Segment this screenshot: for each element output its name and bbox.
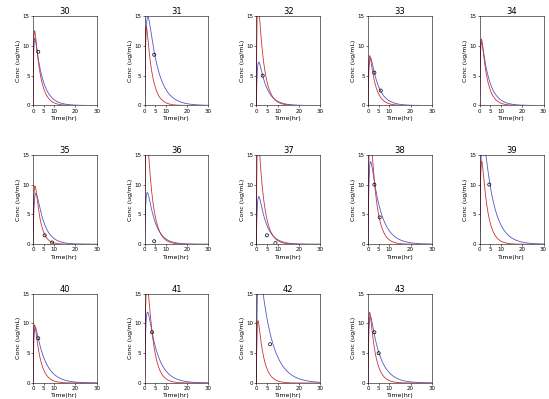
Y-axis label: Conc (ug/mL): Conc (ug/mL)	[128, 40, 133, 82]
Point	[266, 341, 274, 348]
X-axis label: Time(hr): Time(hr)	[275, 255, 301, 259]
X-axis label: Time(hr): Time(hr)	[386, 255, 413, 259]
Y-axis label: Conc (ug/mL): Conc (ug/mL)	[351, 317, 356, 359]
Point	[258, 73, 267, 79]
X-axis label: Time(hr): Time(hr)	[275, 116, 301, 121]
Point	[374, 350, 383, 356]
Point	[370, 329, 379, 336]
X-axis label: Time(hr): Time(hr)	[163, 116, 190, 121]
Y-axis label: Conc (ug/mL): Conc (ug/mL)	[351, 178, 356, 221]
X-axis label: Time(hr): Time(hr)	[498, 255, 525, 259]
Point	[262, 232, 271, 239]
Title: 39: 39	[506, 146, 517, 155]
Y-axis label: Conc (ug/mL): Conc (ug/mL)	[128, 317, 133, 359]
X-axis label: Time(hr): Time(hr)	[52, 116, 78, 121]
Point	[40, 232, 49, 239]
Y-axis label: Conc (ug/mL): Conc (ug/mL)	[240, 178, 245, 221]
Title: 30: 30	[59, 7, 70, 16]
Point	[377, 87, 385, 94]
Title: 43: 43	[395, 284, 405, 294]
Point	[485, 182, 494, 188]
Point	[34, 335, 43, 342]
X-axis label: Time(hr): Time(hr)	[163, 393, 190, 398]
X-axis label: Time(hr): Time(hr)	[163, 255, 190, 259]
Point	[34, 49, 43, 55]
Point	[148, 329, 156, 336]
Y-axis label: Conc (ug/mL): Conc (ug/mL)	[128, 178, 133, 221]
Title: 37: 37	[283, 146, 294, 155]
Y-axis label: Conc (ug/mL): Conc (ug/mL)	[351, 40, 356, 82]
Point	[48, 239, 57, 246]
Y-axis label: Conc (ug/mL): Conc (ug/mL)	[240, 40, 245, 82]
Title: 35: 35	[59, 146, 70, 155]
Title: 40: 40	[60, 284, 70, 294]
Point	[370, 69, 379, 76]
Y-axis label: Conc (ug/mL): Conc (ug/mL)	[16, 40, 21, 82]
Y-axis label: Conc (ug/mL): Conc (ug/mL)	[463, 40, 468, 82]
X-axis label: Time(hr): Time(hr)	[386, 116, 413, 121]
Title: 31: 31	[171, 7, 182, 16]
X-axis label: Time(hr): Time(hr)	[498, 116, 525, 121]
Point	[150, 238, 159, 245]
X-axis label: Time(hr): Time(hr)	[52, 255, 78, 259]
Y-axis label: Conc (ug/mL): Conc (ug/mL)	[16, 317, 21, 359]
Y-axis label: Conc (ug/mL): Conc (ug/mL)	[463, 178, 468, 221]
Title: 38: 38	[395, 146, 405, 155]
Point	[271, 240, 280, 246]
Title: 33: 33	[395, 7, 405, 16]
Title: 42: 42	[283, 284, 294, 294]
X-axis label: Time(hr): Time(hr)	[275, 393, 301, 398]
Title: 36: 36	[171, 146, 182, 155]
Y-axis label: Conc (ug/mL): Conc (ug/mL)	[240, 317, 245, 359]
Point	[258, 287, 267, 294]
Y-axis label: Conc (ug/mL): Conc (ug/mL)	[16, 178, 21, 221]
Point	[376, 214, 384, 221]
Title: 34: 34	[506, 7, 517, 16]
Point	[370, 182, 379, 188]
X-axis label: Time(hr): Time(hr)	[52, 393, 78, 398]
X-axis label: Time(hr): Time(hr)	[386, 393, 413, 398]
Point	[150, 51, 159, 58]
Title: 32: 32	[283, 7, 294, 16]
Title: 41: 41	[171, 284, 182, 294]
